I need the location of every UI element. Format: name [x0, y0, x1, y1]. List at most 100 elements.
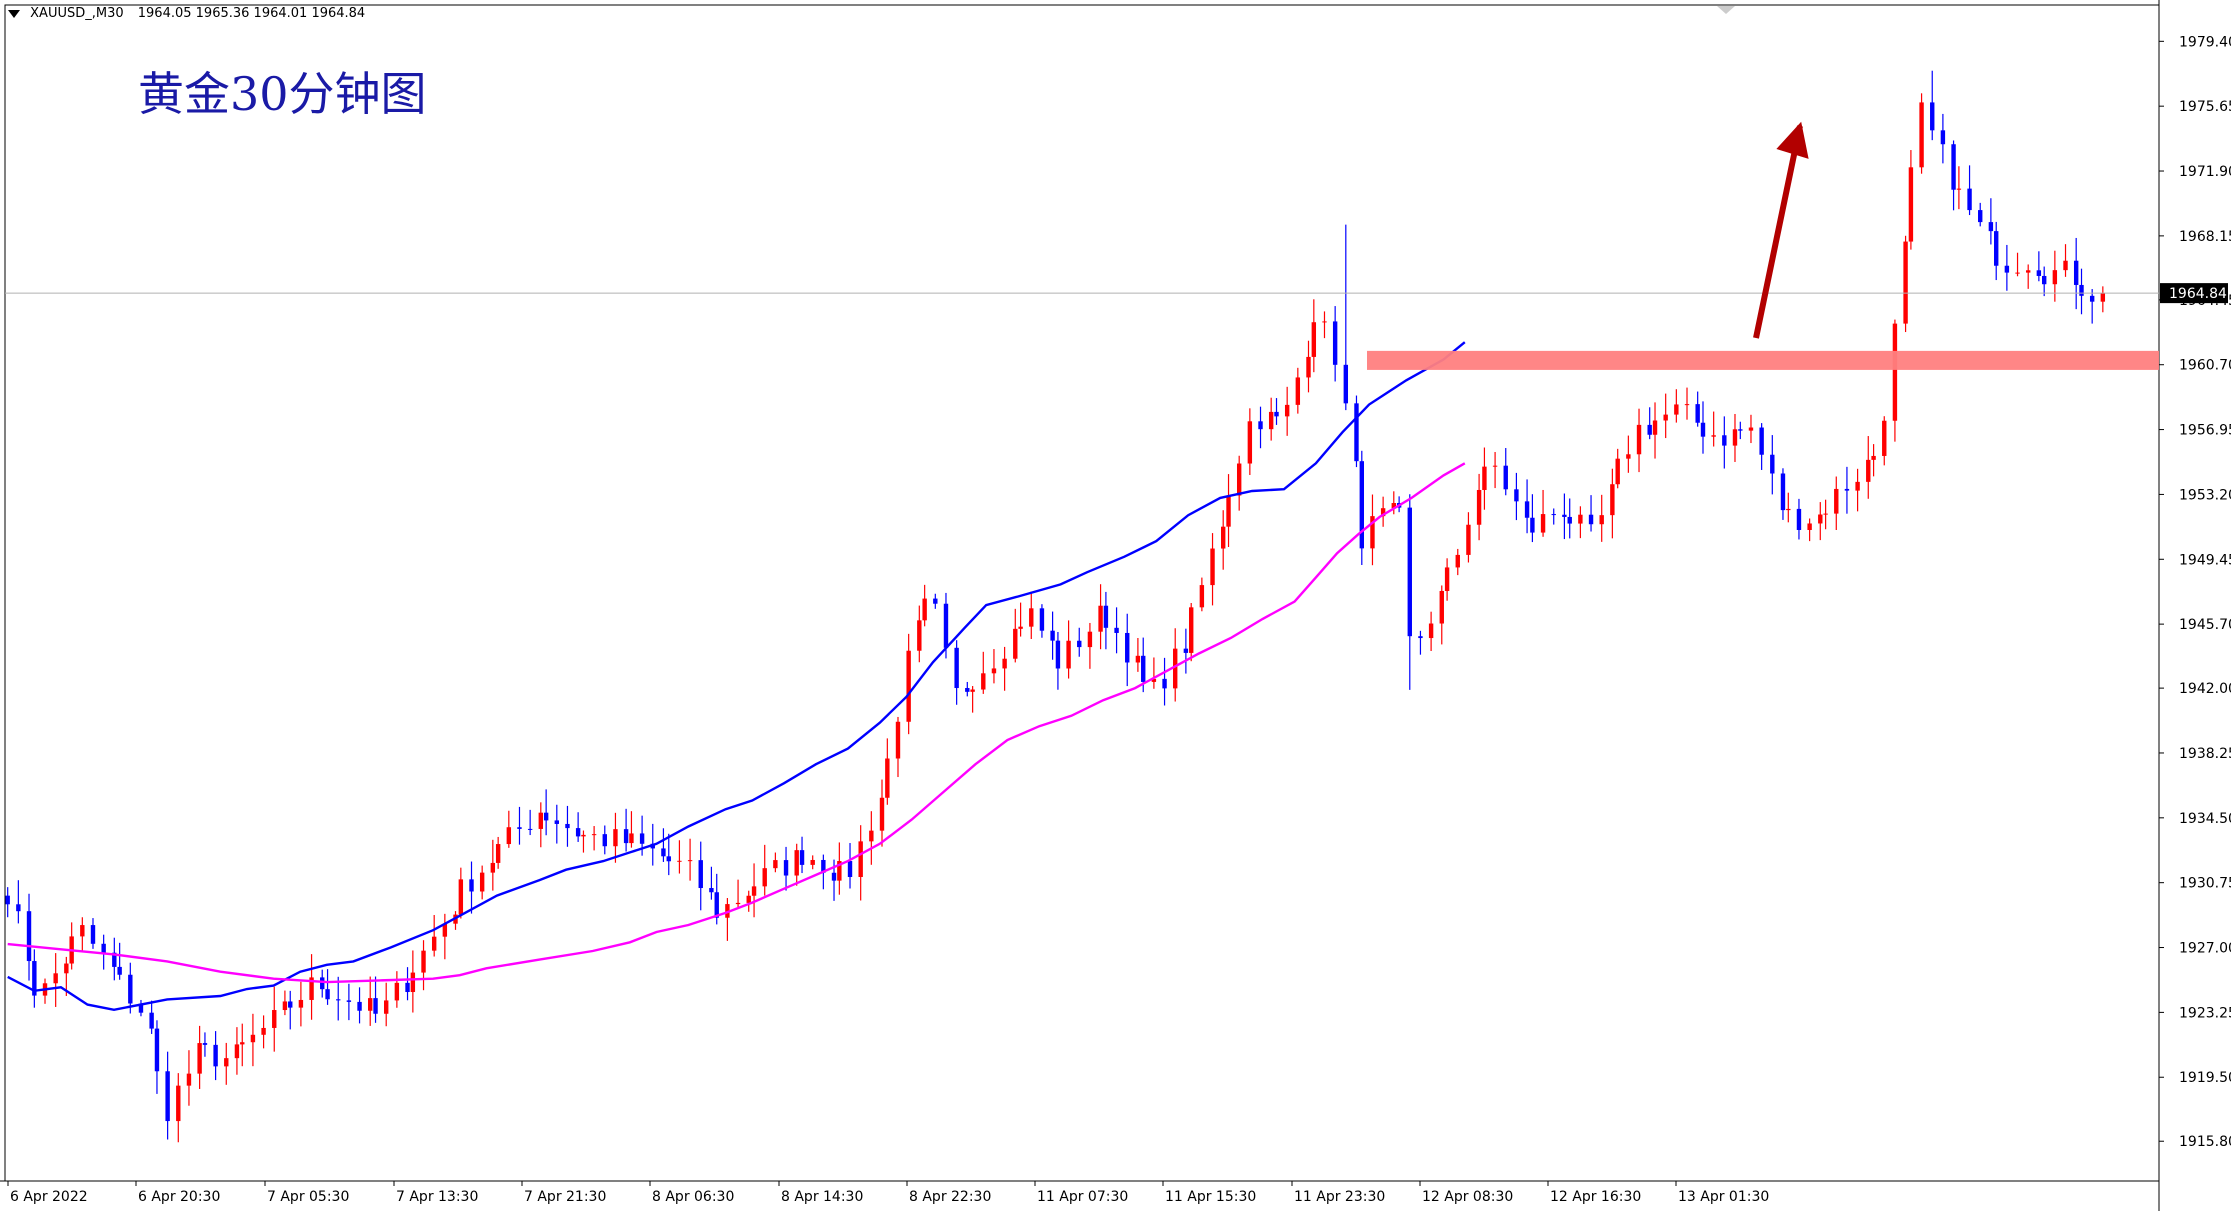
candle-body	[629, 833, 634, 844]
x-tick-label: 11 Apr 07:30	[1037, 1189, 1128, 1205]
candle-body	[773, 860, 778, 869]
candle-body	[1818, 514, 1823, 524]
candle-body	[458, 879, 464, 915]
candle-body	[1354, 403, 1359, 462]
candle-body	[1162, 678, 1167, 689]
x-tick-label: 8 Apr 14:30	[781, 1189, 863, 1205]
candle-body	[384, 1000, 389, 1014]
candle-body	[261, 1027, 266, 1035]
candle-body	[666, 856, 671, 862]
candle-body	[2052, 270, 2058, 285]
candle-body	[1247, 421, 1253, 464]
candle-body	[1844, 488, 1850, 491]
moving-average-line-2	[7, 462, 1466, 984]
candle-body	[421, 950, 426, 973]
candle-body	[1882, 420, 1887, 456]
candle-body	[2063, 260, 2068, 271]
candle-body	[1428, 623, 1434, 639]
candle-body	[1407, 507, 1412, 637]
candle-body	[2041, 275, 2047, 285]
candle-body	[1988, 222, 1994, 232]
candle-body	[288, 1001, 293, 1008]
candle-body	[1636, 424, 1642, 455]
current-price-box	[2160, 283, 2228, 304]
trend-arrow-head	[1776, 121, 1809, 159]
candle-body	[1951, 144, 1956, 190]
candle-body	[1343, 364, 1349, 404]
candle-body	[2089, 295, 2095, 302]
candle-body	[554, 820, 560, 824]
y-tick-label: 1979.40	[2179, 34, 2231, 50]
y-tick-label: 1956.95	[2179, 423, 2231, 439]
candle-body	[1220, 526, 1226, 549]
candle-body	[336, 999, 341, 1001]
candle-body	[117, 966, 122, 975]
candle-body	[101, 943, 106, 953]
candle-body	[858, 841, 863, 878]
candle-body	[1189, 607, 1194, 653]
candle-body	[783, 860, 789, 876]
candle-body	[623, 829, 629, 844]
candle-body	[1796, 508, 1802, 530]
candle-body	[991, 668, 997, 674]
candle-body	[1567, 516, 1572, 524]
candle-body	[1039, 608, 1045, 631]
candle-body	[794, 850, 799, 876]
y-tick-label: 1960.70	[2179, 358, 2231, 374]
candle-body	[613, 829, 618, 847]
candle-body	[224, 1058, 229, 1067]
candle-body	[1503, 465, 1508, 490]
candle-body	[325, 989, 330, 1000]
y-tick-label: 1930.75	[2179, 876, 2231, 892]
candle-body	[250, 1034, 256, 1043]
candle-body	[714, 892, 719, 918]
candle-body	[138, 1003, 144, 1013]
candle-body	[602, 834, 607, 847]
candle-body	[917, 620, 922, 651]
candle-body	[1919, 102, 1924, 168]
candle-body	[922, 598, 927, 621]
y-tick-label: 1971.90	[2179, 164, 2231, 180]
candle-body	[517, 827, 522, 829]
candle-body	[1967, 188, 1972, 211]
candle-body	[368, 998, 373, 1011]
candle-body	[213, 1044, 218, 1067]
candle-body	[810, 859, 815, 865]
candle-body	[495, 844, 501, 863]
candle-body	[1759, 427, 1764, 455]
y-tick-label: 1945.70	[2179, 617, 2231, 633]
candle-body	[821, 859, 826, 873]
candle-body	[1210, 548, 1215, 586]
candle-body	[431, 936, 437, 951]
candle-body	[479, 872, 485, 892]
candle-body	[1066, 640, 1071, 669]
x-tick-label: 7 Apr 05:30	[267, 1189, 349, 1205]
candle-body	[405, 982, 410, 993]
y-tick-label: 1927.00	[2179, 941, 2231, 957]
symbol-dropdown-icon[interactable]	[8, 9, 20, 18]
chart-title: 黄金30分钟图	[138, 67, 427, 121]
candle-body	[879, 797, 885, 831]
candle-body	[1258, 421, 1263, 430]
candle-body	[1994, 231, 1999, 266]
candle-body	[442, 923, 448, 937]
support-zone	[1367, 350, 2159, 370]
candle-body	[186, 1073, 192, 1086]
candle-body	[1077, 640, 1082, 648]
candle-body	[282, 1001, 288, 1011]
candle-body	[1770, 454, 1775, 474]
candle-body	[746, 895, 751, 903]
candle-body	[970, 689, 975, 692]
candle-body	[1834, 488, 1839, 514]
candle-body	[1866, 459, 1871, 482]
candle-body	[1871, 455, 1876, 460]
candle-body	[2015, 272, 2020, 274]
candle-body	[1125, 632, 1130, 663]
candle-body	[1748, 427, 1754, 431]
candle-body	[176, 1085, 181, 1122]
candle-body	[469, 879, 474, 892]
candle-body	[591, 834, 597, 836]
candle-body	[543, 812, 549, 821]
candle-body	[149, 1012, 154, 1029]
